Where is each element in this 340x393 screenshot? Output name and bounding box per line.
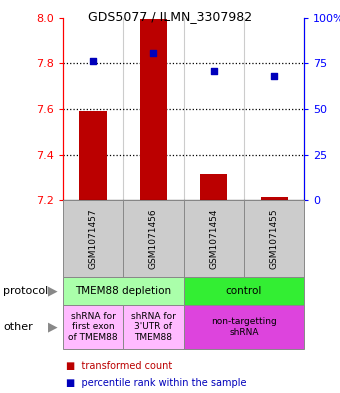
- Point: [151, 50, 156, 56]
- Text: GSM1071454: GSM1071454: [209, 209, 218, 269]
- Text: other: other: [3, 322, 33, 332]
- Bar: [200, 174, 227, 200]
- Text: non-targetting
shRNA: non-targetting shRNA: [211, 317, 277, 337]
- Bar: [140, 19, 167, 200]
- Text: ■  transformed count: ■ transformed count: [66, 361, 173, 371]
- Point: [271, 73, 277, 79]
- Point: [211, 68, 217, 75]
- Text: GSM1071457: GSM1071457: [89, 208, 98, 269]
- Text: ▶: ▶: [48, 285, 57, 298]
- Text: GSM1071456: GSM1071456: [149, 208, 158, 269]
- Bar: [260, 197, 288, 200]
- Text: ■  percentile rank within the sample: ■ percentile rank within the sample: [66, 378, 247, 388]
- Text: control: control: [226, 286, 262, 296]
- Text: GDS5077 / ILMN_3307982: GDS5077 / ILMN_3307982: [88, 10, 252, 23]
- Point: [90, 58, 96, 64]
- Text: protocol: protocol: [3, 286, 49, 296]
- Text: shRNA for
3'UTR of
TMEM88: shRNA for 3'UTR of TMEM88: [131, 312, 176, 342]
- Text: ▶: ▶: [48, 320, 57, 334]
- Text: TMEM88 depletion: TMEM88 depletion: [75, 286, 171, 296]
- Text: shRNA for
first exon
of TMEM88: shRNA for first exon of TMEM88: [68, 312, 118, 342]
- Text: GSM1071455: GSM1071455: [270, 208, 278, 269]
- Bar: [80, 111, 107, 200]
